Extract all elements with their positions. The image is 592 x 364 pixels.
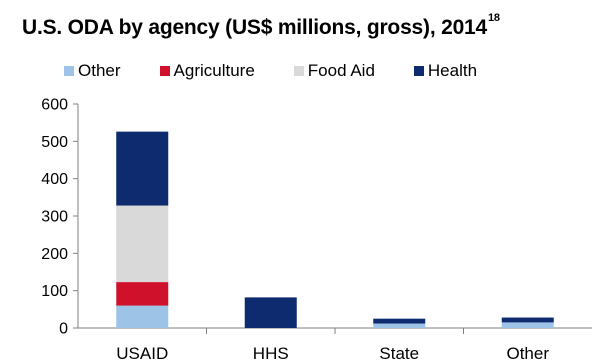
legend-label-food-aid: Food Aid (307, 61, 375, 80)
legend-item-agriculture: Agriculture (159, 61, 255, 81)
bar-state-health (373, 318, 426, 324)
bar-usaid-other (116, 305, 169, 328)
legend-label-agriculture: Agriculture (173, 61, 255, 80)
y-tick-label: 0 (59, 321, 68, 338)
x-category-label: Other (506, 344, 549, 363)
bar-state-other (373, 323, 426, 328)
legend-item-health: Health (413, 61, 478, 81)
legend-item-food-aid: Food Aid (293, 61, 375, 81)
bar-usaid-food-aid (116, 205, 169, 283)
x-category-label: State (379, 344, 419, 363)
title-footnote: 18 (488, 12, 500, 24)
y-tick-label: 300 (41, 209, 68, 226)
x-category-label: HHS (253, 344, 289, 363)
legend-swatch-health (413, 66, 424, 76)
legend-swatch-food-aid (293, 66, 304, 76)
legend-label-other: Other (78, 61, 121, 80)
legend: Other Agriculture Food Aid Health (64, 61, 477, 81)
y-tick-label: 100 (41, 283, 68, 300)
legend-swatch-agriculture (159, 66, 170, 76)
bar-usaid-health (116, 131, 169, 206)
y-tick-label: 200 (41, 246, 68, 263)
bar-other-health (501, 317, 554, 323)
y-tick-label: 600 (41, 97, 68, 114)
legend-swatch-other (64, 66, 74, 76)
x-category-label: USAID (116, 344, 168, 363)
bar-hhs-health (244, 297, 297, 328)
chart-title: U.S. ODA by agency (US$ millions, gross)… (22, 12, 500, 40)
chart-title-text: U.S. ODA by agency (US$ millions, gross)… (22, 16, 488, 39)
bar-other-other (501, 322, 554, 328)
bar-usaid-agriculture (116, 282, 169, 306)
y-tick-label: 400 (41, 171, 68, 188)
legend-item-other: Other (64, 61, 121, 81)
y-tick-label: 500 (41, 134, 68, 151)
legend-label-health: Health (427, 61, 478, 80)
